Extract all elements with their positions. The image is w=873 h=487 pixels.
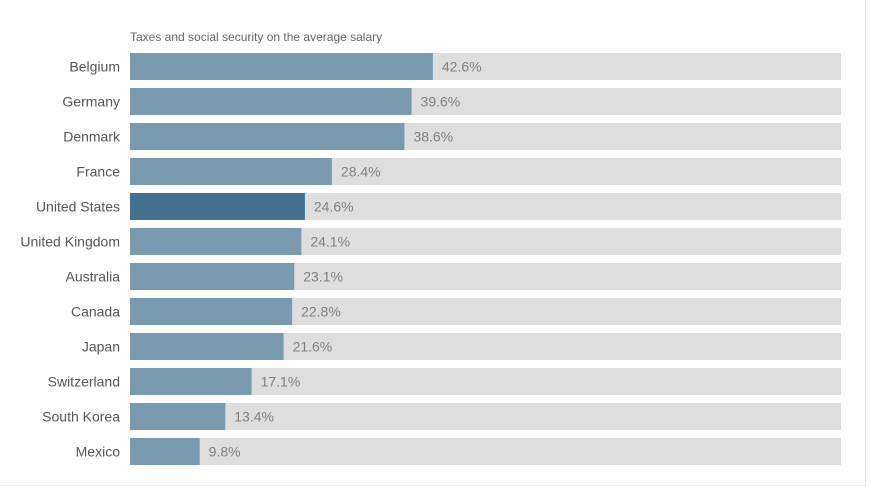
bar-france bbox=[130, 158, 332, 185]
value-label-japan: 21.6% bbox=[293, 339, 333, 355]
value-label-belgium: 42.6% bbox=[442, 59, 482, 75]
value-label-germany: 39.6% bbox=[421, 94, 461, 110]
bar-track-mexico bbox=[130, 438, 841, 465]
bar-mexico bbox=[130, 438, 200, 465]
category-label-france: France bbox=[76, 164, 120, 180]
bar-row-japan: Japan 21.6% bbox=[82, 333, 841, 360]
category-label-japan: Japan bbox=[82, 339, 120, 355]
bar-row-mexico: Mexico 9.8% bbox=[76, 438, 841, 465]
bar-row-united-kingdom: United Kingdom 24.1% bbox=[20, 228, 841, 255]
bar-south-korea bbox=[130, 403, 226, 430]
bar-switzerland bbox=[130, 368, 252, 395]
category-label-switzerland: Switzerland bbox=[48, 374, 120, 390]
bar-japan bbox=[130, 333, 284, 360]
chart-title: Taxes and social security on the average… bbox=[130, 30, 383, 44]
value-label-south-korea: 13.4% bbox=[234, 409, 274, 425]
value-label-france: 28.4% bbox=[341, 164, 381, 180]
bar-row-denmark: Denmark 38.6% bbox=[63, 123, 841, 150]
bar-row-france: France 28.4% bbox=[76, 158, 841, 185]
bar-row-switzerland: Switzerland 17.1% bbox=[48, 368, 841, 395]
value-label-united-kingdom: 24.1% bbox=[310, 234, 350, 250]
value-label-switzerland: 17.1% bbox=[261, 374, 301, 390]
bar-row-germany: Germany 39.6% bbox=[62, 88, 841, 115]
category-label-south-korea: South Korea bbox=[42, 409, 120, 425]
value-label-mexico: 9.8% bbox=[209, 444, 241, 460]
bar-germany bbox=[130, 88, 412, 115]
value-label-australia: 23.1% bbox=[303, 269, 343, 285]
bar-row-belgium: Belgium 42.6% bbox=[69, 53, 841, 80]
category-label-germany: Germany bbox=[62, 94, 120, 110]
category-label-belgium: Belgium bbox=[69, 59, 120, 75]
bar-row-south-korea: South Korea 13.4% bbox=[42, 403, 841, 430]
category-label-canada: Canada bbox=[71, 304, 120, 320]
category-label-mexico: Mexico bbox=[76, 444, 121, 460]
bar-row-united-states: United States 24.6% bbox=[36, 193, 841, 220]
bar-track-south-korea bbox=[130, 403, 841, 430]
bar-denmark bbox=[130, 123, 405, 150]
bar-united-kingdom bbox=[130, 228, 302, 255]
value-label-united-states: 24.6% bbox=[314, 199, 354, 215]
bar-canada bbox=[130, 298, 293, 325]
category-label-united-kingdom: United Kingdom bbox=[20, 234, 120, 250]
bar-row-australia: Australia 23.1% bbox=[66, 263, 841, 290]
category-label-denmark: Denmark bbox=[63, 129, 121, 145]
bar-united-states bbox=[130, 193, 305, 220]
category-label-united-states: United States bbox=[36, 199, 120, 215]
bar-row-canada: Canada 22.8% bbox=[71, 298, 841, 325]
bar-belgium bbox=[130, 53, 433, 80]
value-label-denmark: 38.6% bbox=[413, 129, 453, 145]
category-label-australia: Australia bbox=[66, 269, 121, 285]
bar-australia bbox=[130, 263, 295, 290]
value-label-canada: 22.8% bbox=[301, 304, 341, 320]
